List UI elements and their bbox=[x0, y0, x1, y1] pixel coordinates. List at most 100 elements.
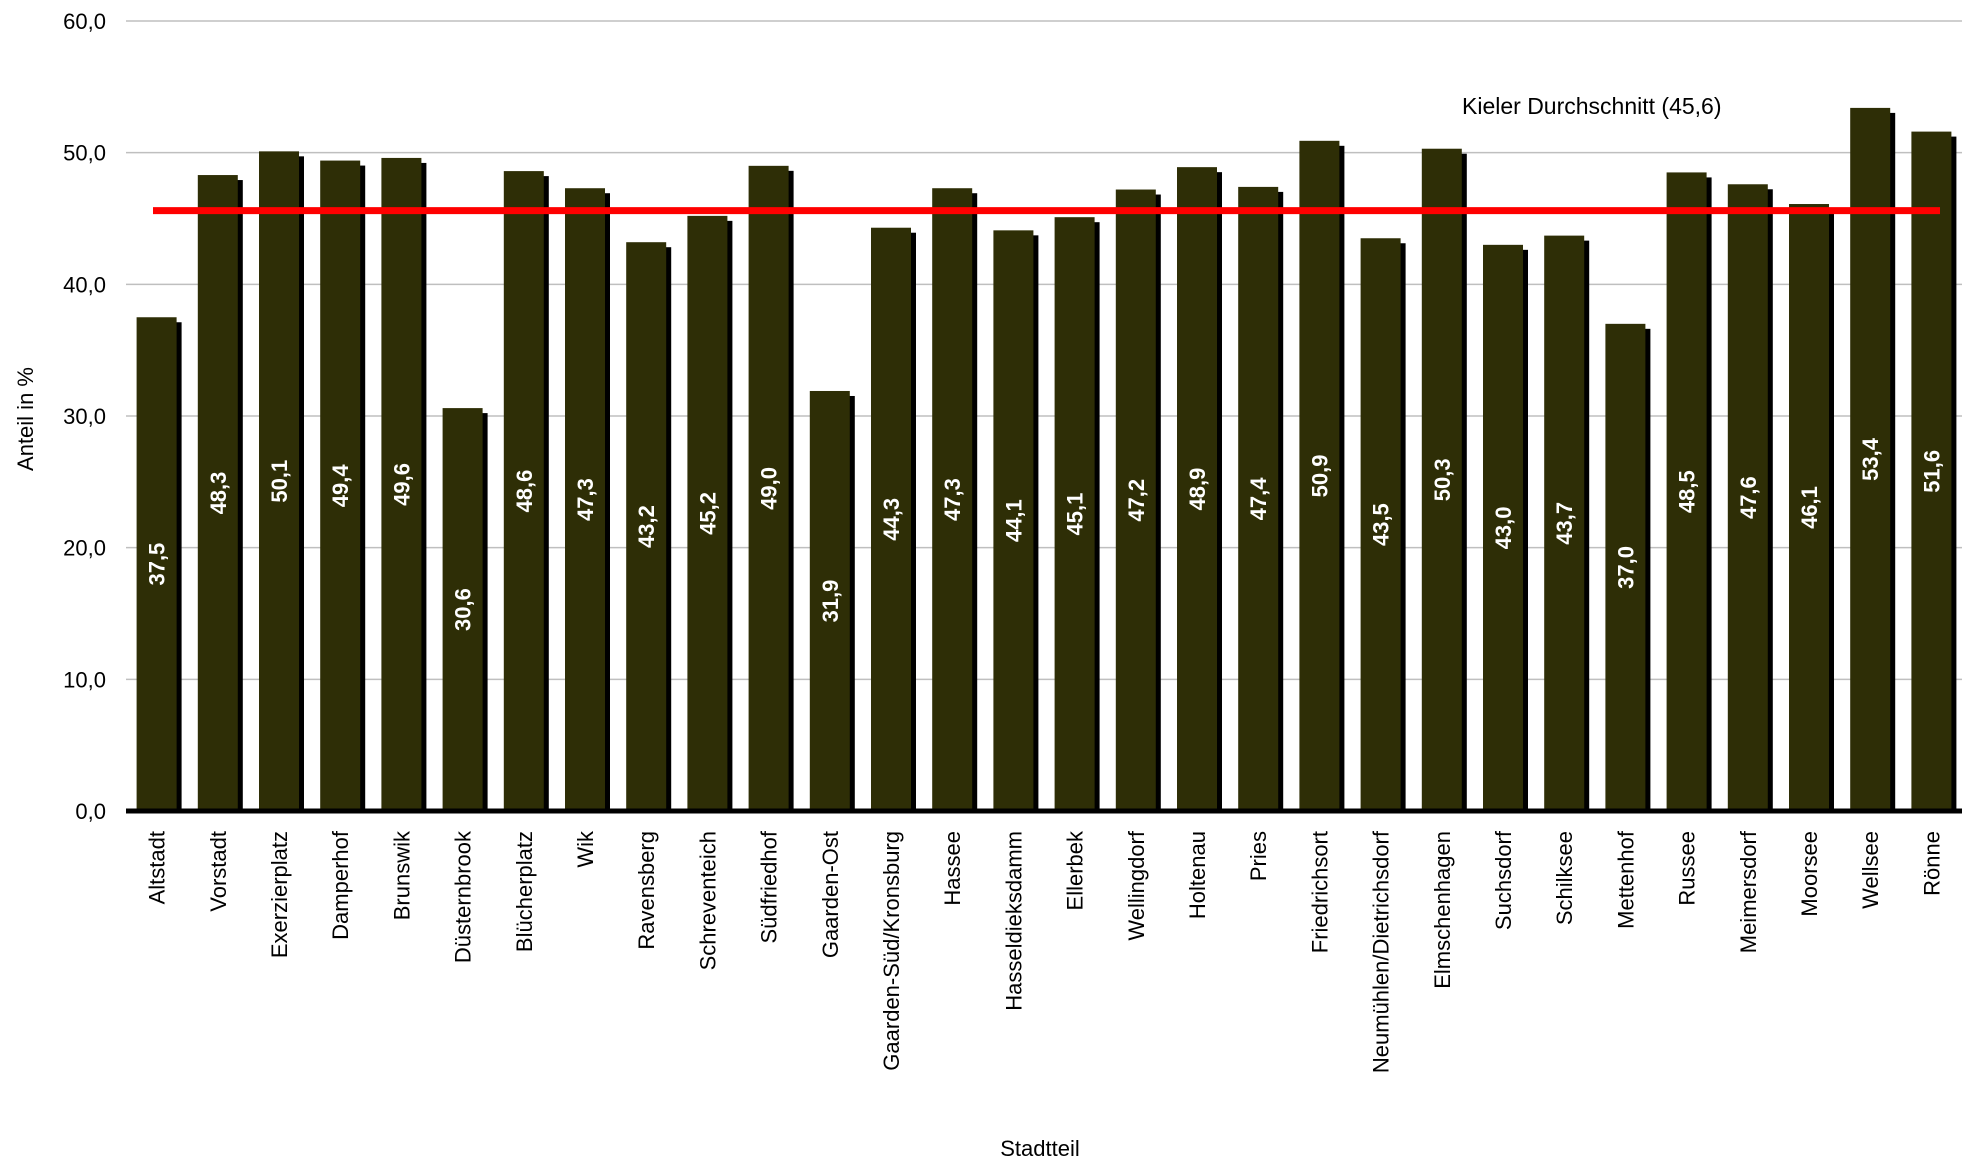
category-label: Suchsdorf bbox=[1491, 830, 1516, 930]
data-label: 47,3 bbox=[940, 478, 965, 521]
data-label: 30,6 bbox=[451, 588, 476, 631]
data-label: 49,4 bbox=[328, 464, 353, 508]
y-tick-label: 10,0 bbox=[63, 667, 106, 692]
category-label: Mettenhof bbox=[1613, 830, 1638, 929]
data-label: 49,0 bbox=[757, 467, 782, 510]
data-label: 49,6 bbox=[389, 463, 414, 506]
x-axis-title: Stadtteil bbox=[1000, 1136, 1080, 1161]
data-label: 43,0 bbox=[1491, 507, 1516, 550]
data-label: 44,1 bbox=[1001, 499, 1026, 542]
data-label: 47,3 bbox=[573, 478, 598, 521]
bar bbox=[565, 188, 605, 811]
category-label: Wellsee bbox=[1858, 831, 1883, 909]
category-label: Südfriedhof bbox=[757, 830, 782, 943]
data-labels: 37,5 48,3 50,1 49,4 49,6 30,6 48,6 47,3 43,2 45,2… bbox=[145, 437, 1945, 631]
bar bbox=[687, 215, 728, 811]
bar bbox=[748, 165, 789, 812]
bar bbox=[1727, 184, 1768, 811]
data-label: 48,6 bbox=[512, 470, 537, 513]
data-label: 48,9 bbox=[1185, 468, 1210, 511]
category-labels: Altstadt Vorstadt Exerzierplatz Damperhof Br… bbox=[145, 830, 1945, 1073]
bar bbox=[320, 160, 361, 812]
bar bbox=[259, 151, 299, 812]
data-label: 47,4 bbox=[1246, 477, 1271, 521]
bar bbox=[1483, 244, 1523, 812]
y-axis-ticks: 0,0 10,0 20,0 30,0 40,0 50,0 60,0 bbox=[63, 9, 106, 824]
bar bbox=[1666, 172, 1707, 811]
category-label: Schilksee bbox=[1552, 831, 1577, 925]
data-label: 45,1 bbox=[1063, 493, 1088, 536]
data-label: 43,5 bbox=[1369, 503, 1394, 546]
y-tick-label: 20,0 bbox=[63, 536, 106, 561]
data-label: 47,6 bbox=[1736, 476, 1761, 519]
bar bbox=[1054, 217, 1095, 811]
category-label: Vorstadt bbox=[206, 831, 231, 912]
data-label: 50,9 bbox=[1307, 454, 1332, 497]
data-label: 47,2 bbox=[1124, 479, 1149, 522]
bars bbox=[136, 107, 1957, 812]
category-label: Meimersdorf bbox=[1736, 830, 1761, 953]
category-label: Schreventeich bbox=[695, 831, 720, 970]
bar bbox=[809, 390, 850, 811]
reference-line-label: Kieler Durchschnitt (45,6) bbox=[1462, 93, 1722, 119]
category-label: Holtenau bbox=[1185, 831, 1210, 919]
y-tick-label: 50,0 bbox=[63, 141, 106, 166]
data-label: 48,3 bbox=[206, 472, 231, 515]
bar bbox=[136, 317, 177, 811]
category-label: Altstadt bbox=[145, 831, 170, 904]
category-label: Elmschenhagen bbox=[1430, 831, 1455, 989]
data-label: 51,6 bbox=[1919, 450, 1944, 493]
data-label: 43,2 bbox=[634, 505, 659, 548]
bar bbox=[1850, 107, 1891, 811]
bar bbox=[871, 227, 911, 811]
category-label: Brunswik bbox=[389, 830, 414, 920]
category-label: Russee bbox=[1675, 831, 1700, 906]
category-label: Gaarden-Süd/Kronsburg bbox=[879, 831, 904, 1071]
category-label: Ravensberg bbox=[634, 831, 659, 950]
category-label: Pries bbox=[1246, 831, 1271, 881]
bar bbox=[932, 188, 973, 811]
category-label: Moorsee bbox=[1797, 831, 1822, 917]
data-label: 37,5 bbox=[145, 543, 170, 586]
y-tick-label: 60,0 bbox=[63, 9, 106, 34]
bar bbox=[1544, 235, 1585, 811]
data-label: 53,4 bbox=[1858, 437, 1883, 481]
category-label: Hasseldieksdamm bbox=[1001, 831, 1026, 1011]
bar bbox=[626, 242, 667, 811]
bar bbox=[1299, 140, 1340, 812]
bar bbox=[442, 408, 483, 811]
y-tick-label: 0,0 bbox=[75, 799, 106, 824]
category-label: Neumühlen/Dietrichsdorf bbox=[1369, 830, 1394, 1073]
data-label: 37,0 bbox=[1613, 546, 1638, 589]
category-label: Gaarden-Ost bbox=[818, 831, 843, 958]
bar bbox=[197, 175, 238, 812]
category-label: Ellerbek bbox=[1063, 830, 1088, 910]
data-label: 31,9 bbox=[818, 580, 843, 623]
bar bbox=[1360, 238, 1401, 811]
data-label: 50,1 bbox=[267, 460, 292, 503]
bar bbox=[1421, 148, 1462, 811]
data-label: 44,3 bbox=[879, 498, 904, 541]
bar bbox=[1238, 186, 1279, 811]
data-label: 50,3 bbox=[1430, 458, 1455, 501]
y-tick-label: 40,0 bbox=[63, 272, 106, 297]
bar bbox=[381, 157, 422, 811]
data-label: 46,1 bbox=[1797, 486, 1822, 529]
category-label: Wik bbox=[573, 830, 598, 868]
bar bbox=[1605, 323, 1646, 811]
bar bbox=[1177, 167, 1217, 811]
category-label: Damperhof bbox=[328, 830, 353, 940]
category-label: Hassee bbox=[940, 831, 965, 906]
bar bbox=[993, 230, 1034, 812]
category-label: Düsternbrook bbox=[451, 830, 476, 963]
category-label: Wellingdorf bbox=[1124, 830, 1149, 941]
data-label: 43,7 bbox=[1552, 502, 1577, 545]
gridlines bbox=[126, 20, 1962, 681]
y-tick-label: 30,0 bbox=[63, 404, 106, 429]
data-label: 48,5 bbox=[1675, 470, 1700, 513]
data-label: 45,2 bbox=[695, 492, 720, 535]
bar bbox=[1115, 189, 1156, 812]
category-label: Blücherplatz bbox=[512, 831, 537, 952]
bar bbox=[1789, 204, 1829, 811]
